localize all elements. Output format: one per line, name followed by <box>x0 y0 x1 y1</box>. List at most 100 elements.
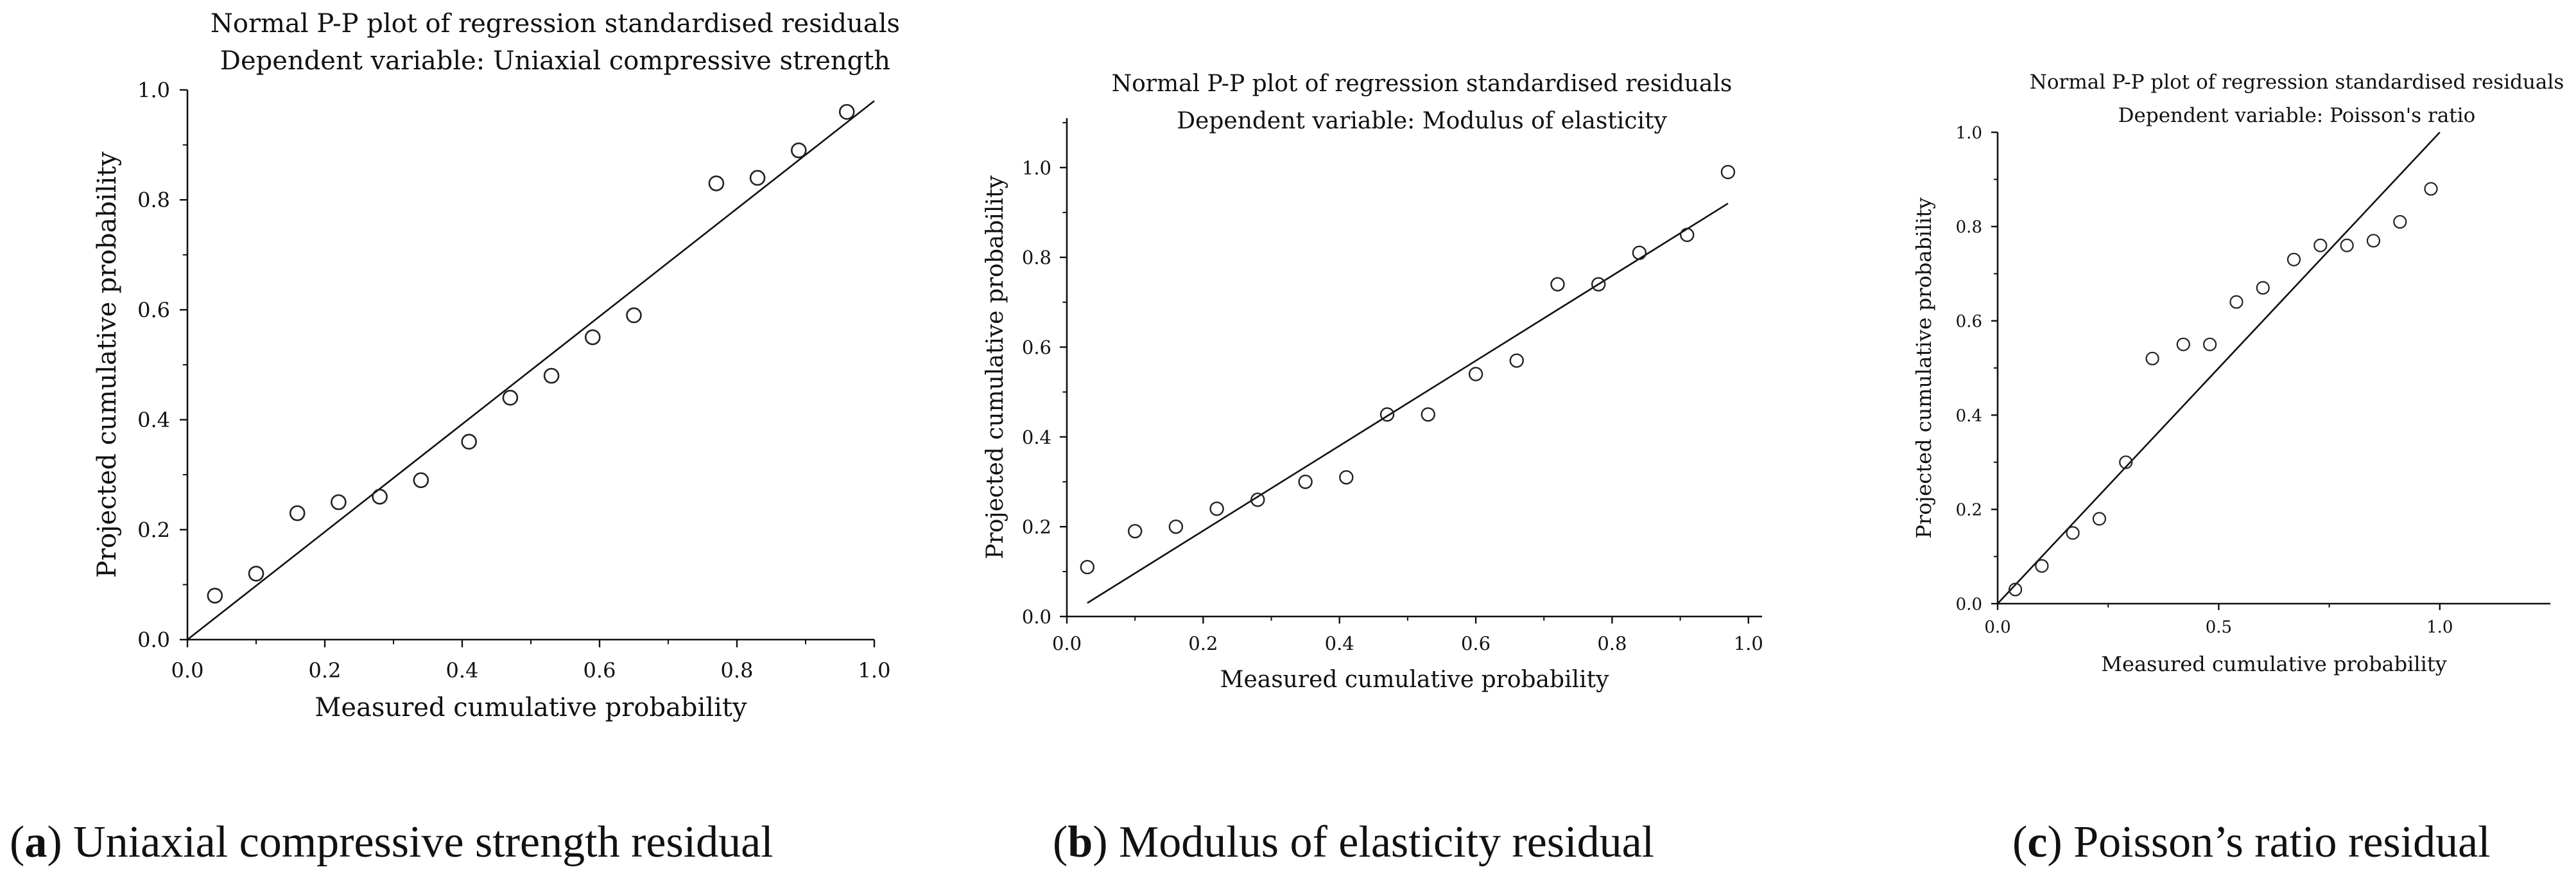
data-point <box>1298 475 1313 489</box>
chart-subtitle: Dependent variable: Modulus of elasticit… <box>1177 108 1667 134</box>
data-point <box>502 390 519 406</box>
x-tick-label: 1.0 <box>1734 633 1763 654</box>
data-point <box>791 142 807 159</box>
x-tick-label: 0.4 <box>446 658 479 683</box>
caption-b-letter: b <box>1068 817 1093 867</box>
data-point <box>2035 559 2049 573</box>
x-tick-label: 0.0 <box>1984 618 2010 637</box>
chart-title: Normal P-P plot of regression standardis… <box>1112 71 1733 97</box>
data-point <box>461 433 478 450</box>
data-point <box>1168 519 1184 534</box>
x-axis-label: Measured cumulative probability <box>315 693 747 722</box>
x-tick-label: 0.8 <box>721 658 754 683</box>
data-point <box>1591 277 1606 292</box>
data-point <box>2340 238 2354 252</box>
reference-line <box>1087 202 1729 604</box>
data-point <box>1379 407 1395 422</box>
x-axis-label: Measured cumulative probability <box>1220 667 1609 693</box>
x-tick-label: 0.6 <box>583 658 616 683</box>
data-point <box>1509 353 1524 368</box>
y-axis-label: Projected cumulative probability <box>92 152 122 578</box>
y-tick-label: 0.0 <box>137 628 170 652</box>
y-tick-label: 0.8 <box>1022 247 1051 268</box>
caption-b-text: Modulus of elasticity residual <box>1119 817 1655 867</box>
data-point <box>1339 470 1354 485</box>
x-tick-label: 0.6 <box>1461 633 1491 654</box>
chart-title: Normal P-P plot of regression standardis… <box>2030 71 2564 94</box>
data-point <box>413 472 429 489</box>
data-point <box>749 170 766 186</box>
data-point <box>1421 407 1435 422</box>
data-point <box>2203 337 2217 351</box>
y-tick-label: 1.0 <box>137 78 170 103</box>
y-tick-label: 0.8 <box>1956 218 1982 237</box>
y-tick-label: 0.2 <box>1022 516 1051 538</box>
x-tick-label: 0.0 <box>1052 633 1082 654</box>
y-tick-label: 0.0 <box>1022 606 1051 627</box>
data-point <box>708 175 725 191</box>
y-axis-label: Projected cumulative probability <box>982 175 1008 559</box>
chart-panel-1: Normal P-P plot of regression standardis… <box>92 9 900 722</box>
data-point <box>2393 214 2407 229</box>
data-point <box>2119 455 2133 469</box>
data-point <box>1632 245 1647 260</box>
chart-panel-2: Normal P-P plot of regression standardis… <box>982 71 1763 693</box>
data-point <box>543 367 560 384</box>
x-axis-label: Measured cumulative probability <box>2101 652 2447 676</box>
data-point <box>2256 281 2270 295</box>
caption-c-letter: c <box>2027 817 2048 867</box>
x-tick-label: 0.2 <box>1188 633 1218 654</box>
reference-line <box>187 100 875 641</box>
x-tick-label: 0.2 <box>309 658 341 683</box>
y-tick-label: 0.6 <box>1956 312 1982 331</box>
data-point <box>248 565 264 582</box>
y-tick-label: 0.4 <box>1022 426 1051 448</box>
x-tick-label: 0.8 <box>1597 633 1627 654</box>
x-tick-label: 0.4 <box>1325 633 1354 654</box>
y-axis-label: Projected cumulative probability <box>1912 197 1936 538</box>
data-point <box>2092 512 2107 526</box>
data-point <box>207 588 223 604</box>
data-point <box>289 505 306 521</box>
y-tick-label: 1.0 <box>1022 157 1051 179</box>
data-point <box>2229 295 2243 309</box>
data-point <box>2366 234 2381 248</box>
data-point <box>2176 337 2190 351</box>
caption-b: (b) Modulus of elasticity residual <box>1053 817 1655 867</box>
chart-title: Normal P-P plot of regression standardis… <box>211 9 900 39</box>
data-point <box>2424 182 2438 196</box>
data-point <box>331 494 347 511</box>
data-point <box>2286 252 2301 267</box>
x-tick-label: 0.5 <box>2206 618 2232 637</box>
y-tick-label: 0.8 <box>137 188 170 213</box>
chart-panel-3: Normal P-P plot of regression standardis… <box>1912 71 2564 676</box>
caption-a-letter: a <box>24 817 48 867</box>
y-tick-label: 0.6 <box>1022 337 1051 358</box>
y-tick-label: 1.0 <box>1956 123 1982 143</box>
data-point <box>2008 582 2023 597</box>
chart-subtitle: Dependent variable: Uniaxial compressive… <box>220 46 890 76</box>
caption-a: (a) Uniaxial compressive strength residu… <box>10 817 774 867</box>
chart-subtitle: Dependent variable: Poisson's ratio <box>2118 104 2476 127</box>
reference-line <box>1997 132 2441 604</box>
y-tick-label: 0.4 <box>1956 407 1982 426</box>
data-point <box>2066 526 2080 540</box>
x-tick-label: 0.0 <box>171 658 204 683</box>
y-tick-label: 0.0 <box>1956 595 1982 614</box>
y-tick-label: 0.6 <box>137 298 170 322</box>
data-point <box>1550 277 1565 292</box>
data-point <box>584 329 601 345</box>
caption-c: (c) Poisson’s ratio residual <box>2012 817 2491 867</box>
x-tick-label: 1.0 <box>858 658 891 683</box>
data-point <box>1127 523 1143 539</box>
data-point <box>1209 502 1224 516</box>
data-point <box>2145 351 2159 365</box>
y-tick-label: 0.2 <box>137 518 170 542</box>
data-point <box>838 103 855 120</box>
data-point <box>372 489 388 505</box>
data-point <box>626 307 642 324</box>
data-point <box>1250 493 1265 507</box>
data-point <box>1468 367 1483 381</box>
y-tick-label: 0.2 <box>1956 501 1982 520</box>
